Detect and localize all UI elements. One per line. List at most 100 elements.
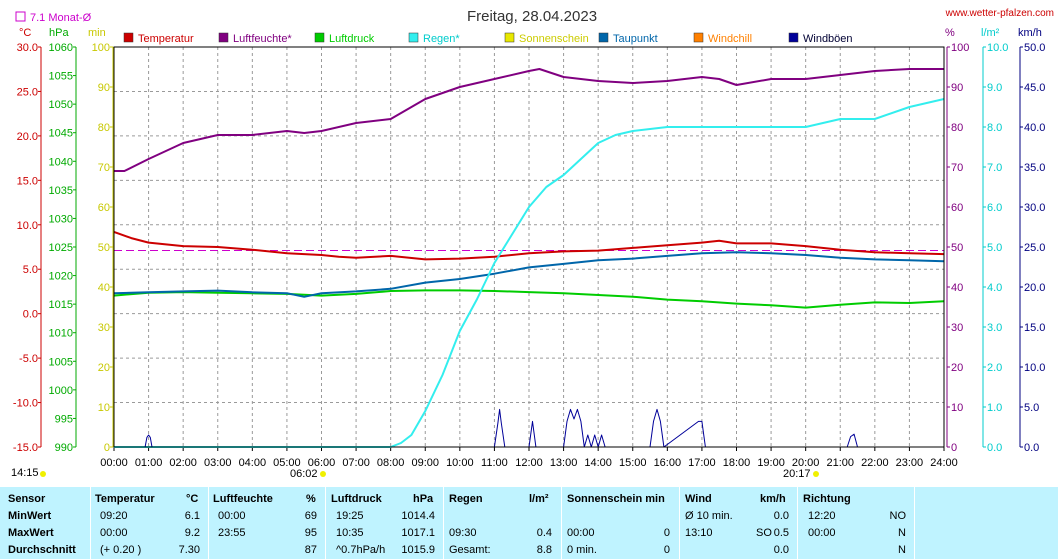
stats-divider — [208, 487, 209, 559]
stats-cell-press-time: 19:25 — [336, 510, 364, 522]
x-tick-label: 09:00 — [411, 457, 439, 469]
unit-humidity: % — [945, 27, 955, 39]
tick-label-sunshine: 10 — [98, 402, 110, 414]
x-tick-label: 05:00 — [273, 457, 301, 469]
sunset-time: 20:17 — [783, 468, 811, 480]
right-axes: 0 10 20 30 40 50 60 70 80 90 100 0.0 1.0 2.0 3.0 4.0 5.0… — [946, 42, 1045, 454]
tick-label-humidity: 60 — [951, 202, 963, 214]
tick-label-pressure: 990 — [55, 442, 73, 454]
tick-label-pressure: 1060 — [49, 42, 73, 54]
stats-cell-dir-time: 00:00 — [808, 527, 836, 539]
stats-cell-wind-dir: SO — [756, 527, 772, 539]
stats-divider — [797, 487, 798, 559]
stats-divider — [914, 487, 915, 559]
stats-cell-wind-time: 13:10 — [685, 527, 713, 539]
x-tick-label: 00:00 — [100, 457, 128, 469]
unit-rain: l/m² — [981, 27, 1000, 39]
stats-cell-press-time: 10:35 — [336, 527, 364, 539]
stats-cell-wind-val: 0.0 — [773, 510, 789, 522]
stats-header-wind: Wind — [685, 493, 712, 505]
stats-cell-temp-val: 7.30 — [178, 544, 200, 556]
sunrise-time: 06:02 — [290, 468, 318, 480]
legend-label: Taupunkt — [613, 33, 658, 45]
stats-cell-temp-time: 00:00 — [100, 527, 128, 539]
legend-label: Sonnenschein — [519, 33, 589, 45]
tick-label-humidity: 10 — [951, 402, 963, 414]
stats-cell-sun-time: 00:00 — [567, 527, 595, 539]
tick-label-temp: 10.0 — [17, 220, 38, 232]
tick-label-wind: 40.0 — [1024, 122, 1045, 134]
tick-label-wind: 10.0 — [1024, 362, 1045, 374]
chart-grid — [114, 47, 944, 447]
tick-label-sunshine: 100 — [92, 42, 110, 54]
legend-swatch — [598, 32, 609, 43]
stats-cell-sun-time: 0 min. — [567, 544, 597, 556]
tick-label-humidity: 30 — [951, 322, 963, 334]
tick-label-temp: -5.0 — [19, 353, 38, 365]
series-line-taupunkt — [113, 251, 945, 298]
tick-label-temp: 25.0 — [17, 86, 38, 98]
x-tick-label: 24:00 — [930, 457, 958, 469]
stats-cell-temp-time: 09:20 — [100, 510, 128, 522]
stats-divider — [679, 487, 680, 559]
tick-label-pressure: 1050 — [49, 99, 73, 111]
site-link[interactable]: www.wetter-pfalzen.com — [945, 8, 1054, 19]
tick-label-pressure: 1005 — [49, 356, 73, 368]
stats-cell-press-val: 1017.1 — [401, 527, 435, 539]
series-line-luftfeuchte — [114, 68, 944, 172]
stats-cell-press-time: ^0.7hPa/h — [336, 544, 386, 556]
stats-cell-hum-val: 69 — [304, 510, 317, 522]
stats-header-sensor: Sensor — [8, 493, 46, 505]
series-line-regen — [114, 98, 945, 448]
tick-label-rain: 0.0 — [987, 442, 1002, 454]
tick-label-pressure: 1010 — [49, 328, 73, 340]
stats-divider — [443, 487, 444, 559]
tick-label-pressure: 1015 — [49, 299, 73, 311]
tick-label-rain: 10.0 — [987, 42, 1008, 54]
unit-wind: km/h — [1018, 27, 1042, 39]
plot-frame — [113, 46, 945, 448]
stats-cell-temp-val: 6.1 — [184, 510, 200, 522]
tick-label-pressure: 1040 — [49, 156, 73, 168]
stats-cell-temp-time: (+ 0.20 ) — [100, 544, 142, 556]
tick-label-temp: 0.0 — [23, 309, 38, 321]
tick-label-temp: -15.0 — [13, 442, 38, 454]
tick-label-wind: 30.0 — [1024, 202, 1045, 214]
tick-label-wind: 50.0 — [1024, 42, 1045, 54]
stats-header-temp-unit: °C — [186, 493, 199, 505]
x-tick-label: 22:00 — [861, 457, 889, 469]
series-line-temperatur — [113, 230, 945, 261]
tick-label-temp: 20.0 — [17, 131, 38, 143]
x-tick-label: 18:00 — [723, 457, 751, 469]
x-tick-label: 23:00 — [896, 457, 924, 469]
legend-label: Windchill — [708, 33, 752, 45]
legend-swatch — [218, 32, 229, 43]
tick-label-sunshine: 0 — [104, 442, 110, 454]
x-tick-label: 04:00 — [239, 457, 267, 469]
tick-label-rain: 4.0 — [987, 282, 1002, 294]
monthly-avg-icon — [15, 11, 26, 22]
current-time-sun-icon — [40, 471, 46, 477]
tick-label-rain: 2.0 — [987, 362, 1002, 374]
tick-label-wind: 35.0 — [1024, 162, 1045, 174]
weather-chart: -15.0 -10.0 -5.0 0.0 5.0 10.0 15.0 20.0 25.0 30.0… — [11, 8, 1054, 480]
tick-label-wind: 20.0 — [1024, 282, 1045, 294]
x-tick-label: 15:00 — [619, 457, 647, 469]
tick-label-humidity: 90 — [951, 82, 963, 94]
stats-cell-wind-val: 0.0 — [773, 544, 789, 556]
tick-label-pressure: 1055 — [49, 71, 73, 83]
x-tick-label: 07:00 — [342, 457, 370, 469]
tick-label-wind: 5.0 — [1024, 402, 1039, 414]
left-axes: -15.0 -10.0 -5.0 0.0 5.0 10.0 15.0 20.0 25.0 30.0… — [13, 42, 114, 454]
tick-label-wind: 45.0 — [1024, 82, 1045, 94]
tick-label-sunshine: 50 — [98, 242, 110, 254]
x-tick-label: 08:00 — [377, 457, 405, 469]
stats-header-temperature: Temperatur — [95, 493, 155, 505]
x-tick-label: 20:00 — [792, 457, 820, 469]
stats-header-press-unit: hPa — [413, 493, 434, 505]
stats-header-wind-unit: km/h — [760, 493, 786, 505]
legend-label: Luftfeuchte* — [233, 33, 292, 45]
tick-label-rain: 6.0 — [987, 202, 1002, 214]
stats-cell-rain-val: 0.4 — [536, 527, 552, 539]
unit-sunshine: min — [88, 27, 106, 39]
